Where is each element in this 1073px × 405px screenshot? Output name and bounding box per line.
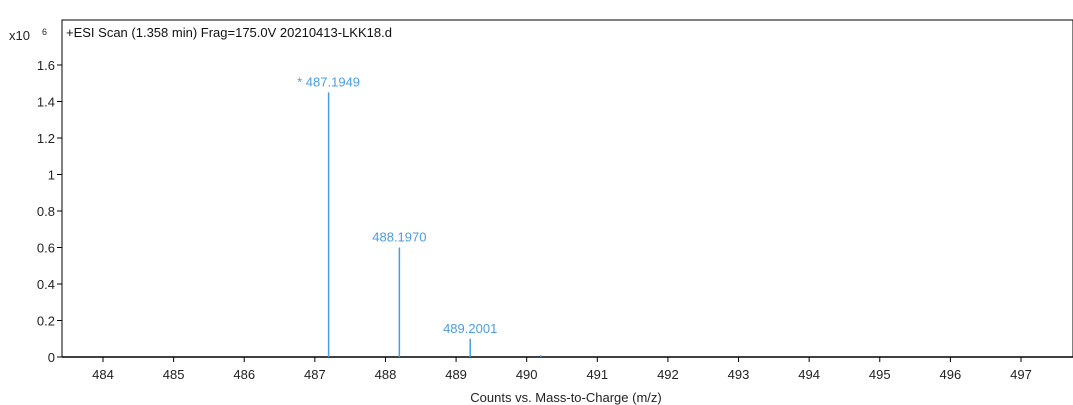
y-tick-label: 1.4 bbox=[37, 95, 55, 110]
y-tick-label: 0.2 bbox=[37, 314, 55, 329]
peak-label: 488.1970 bbox=[372, 230, 426, 245]
x-tick-label: 497 bbox=[1010, 367, 1032, 382]
y-tick-label: 1 bbox=[48, 168, 55, 183]
x-tick-label: 491 bbox=[586, 367, 608, 382]
chart-title: +ESI Scan (1.358 min) Frag=175.0V 202104… bbox=[66, 25, 392, 40]
x-tick-label: 486 bbox=[233, 367, 255, 382]
y-multiplier: x10 bbox=[9, 28, 30, 43]
x-tick-label: 494 bbox=[798, 367, 820, 382]
x-tick-label: 493 bbox=[728, 367, 750, 382]
x-tick-label: 485 bbox=[163, 367, 185, 382]
y-tick-label: 0.4 bbox=[37, 277, 55, 292]
peak-label: * 487.1949 bbox=[297, 74, 360, 89]
y-tick-label: 0 bbox=[48, 350, 55, 365]
plot-frame bbox=[61, 19, 1073, 358]
x-tick-label: 490 bbox=[516, 367, 538, 382]
x-tick-label: 488 bbox=[375, 367, 397, 382]
x-tick-label: 495 bbox=[869, 367, 891, 382]
y-tick-label: 0.6 bbox=[37, 241, 55, 256]
x-tick-label: 487 bbox=[304, 367, 326, 382]
x-tick-label: 484 bbox=[92, 367, 114, 382]
y-multiplier-exponent: 6 bbox=[42, 27, 47, 37]
x-axis-label: Counts vs. Mass-to-Charge (m/z) bbox=[470, 390, 661, 405]
x-tick-label: 496 bbox=[940, 367, 962, 382]
y-tick-label: 0.8 bbox=[37, 204, 55, 219]
y-tick-label: 1.2 bbox=[37, 131, 55, 146]
y-tick-label: 1.6 bbox=[37, 58, 55, 73]
x-tick-label: 489 bbox=[445, 367, 467, 382]
x-tick-label: 492 bbox=[657, 367, 679, 382]
peak-label: 489.2001 bbox=[443, 321, 497, 336]
